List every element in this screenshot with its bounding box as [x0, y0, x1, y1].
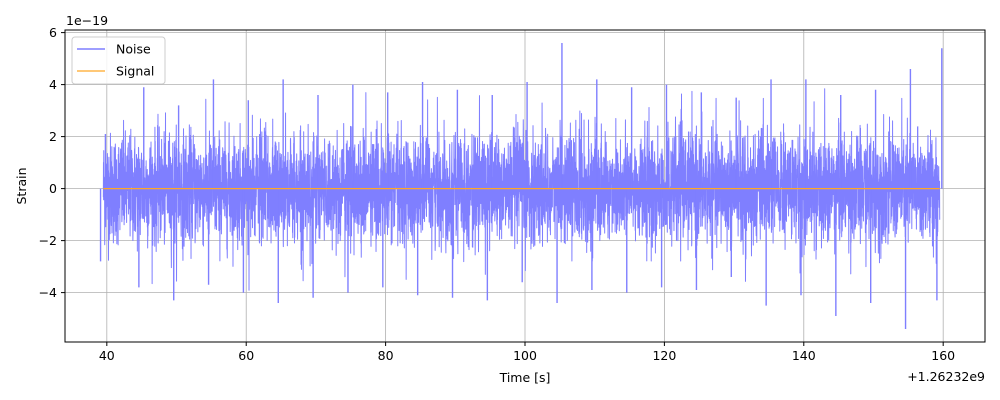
legend-signal-label: Signal — [116, 64, 154, 79]
y-tick-label-2: 0 — [49, 181, 57, 196]
x-axis-label: Time [s] — [499, 370, 551, 385]
y-tick-label-3: 2 — [49, 129, 57, 144]
y-tick-label-5: 6 — [49, 25, 57, 40]
legend-noise-label: Noise — [116, 42, 151, 57]
noise-peaks — [99, 43, 943, 329]
y-tick-label-0: −4 — [39, 285, 57, 300]
y-axis-ticks: −4 −2 0 2 4 6 — [39, 25, 65, 300]
x-tick-label-2: 80 — [378, 348, 394, 363]
x-tick-label-3: 100 — [513, 348, 537, 363]
legend: Noise Signal — [71, 36, 166, 85]
y-scale-label: 1e−19 — [66, 13, 108, 28]
x-tick-label-5: 140 — [792, 348, 816, 363]
x-tick-label-6: 160 — [931, 348, 955, 363]
x-tick-label-4: 120 — [652, 348, 676, 363]
y-tick-label-1: −2 — [39, 233, 57, 248]
y-axis-label: Strain — [14, 167, 29, 204]
x-axis-ticks: 40 60 80 100 120 140 160 — [99, 342, 955, 363]
x-offset-label: +1.26232e9 — [907, 369, 985, 384]
noise-trace — [102, 88, 941, 291]
x-tick-label-1: 60 — [238, 348, 254, 363]
y-tick-label-4: 4 — [49, 77, 57, 92]
x-tick-label-0: 40 — [99, 348, 115, 363]
noise-series — [99, 43, 943, 329]
